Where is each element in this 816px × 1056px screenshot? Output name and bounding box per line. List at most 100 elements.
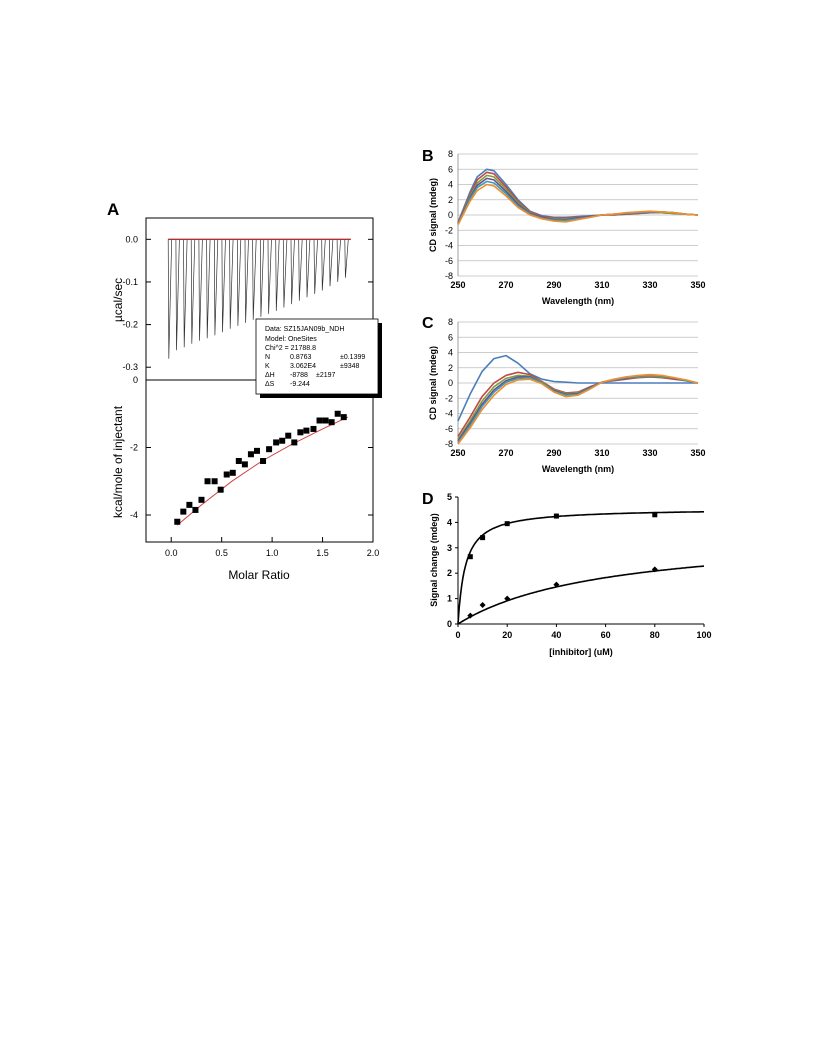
data-point xyxy=(340,414,347,421)
data-point xyxy=(253,447,260,454)
itc-trace xyxy=(167,238,351,359)
fit-row-name: K xyxy=(265,363,270,370)
data-points-d xyxy=(467,512,658,619)
data-points-a-bottom xyxy=(174,410,347,525)
y-tick-label-a-top: 0.0 xyxy=(125,234,138,244)
x-tick-label: 310 xyxy=(594,448,609,458)
x-tick-label: 40 xyxy=(551,630,561,640)
spectrum-line xyxy=(457,374,699,440)
data-point xyxy=(223,471,230,478)
data-point xyxy=(235,458,242,464)
data-point xyxy=(192,506,199,513)
fit-row-value: 0.8763 xyxy=(290,354,312,361)
fit-line-a-bottom xyxy=(176,416,349,526)
y-tick-label: -4 xyxy=(445,409,453,419)
y-tick-label: 4 xyxy=(448,180,453,190)
fit-box-title: Data: SZ15JAN09b_NDH xyxy=(265,326,344,333)
y-tick-label: 5 xyxy=(447,492,452,502)
y-axis-label-c: CD signal (mdeg) xyxy=(428,346,438,420)
data-point-diamond xyxy=(504,595,511,602)
data-point xyxy=(328,419,335,426)
data-point xyxy=(211,478,218,485)
fit-results-box: Data: SZ15JAN09b_NDH Model: OneSites Chi… xyxy=(255,318,382,398)
data-point xyxy=(334,410,341,417)
data-point-square xyxy=(480,535,486,541)
data-point xyxy=(297,429,304,436)
fit-row-name: N xyxy=(265,354,270,361)
x-tick-label: 310 xyxy=(594,280,609,290)
fit-row-error: ±0.1399 xyxy=(340,354,365,361)
data-point xyxy=(279,437,286,444)
y-axis-label-a-bottom: kcal/mole of injectant xyxy=(111,405,125,518)
x-tick-label: 270 xyxy=(498,448,513,458)
data-point-diamond xyxy=(467,612,474,619)
y-tick-label: 8 xyxy=(448,317,453,327)
y-tick-label: 1 xyxy=(447,594,452,604)
series-b xyxy=(457,168,699,226)
y-tick-label: -4 xyxy=(445,241,453,251)
y-tick-label: 6 xyxy=(448,332,453,342)
data-point xyxy=(273,439,280,446)
fit-box-chi: Chi^2 = 21788.8 xyxy=(265,345,316,352)
data-point xyxy=(186,501,193,508)
x-tick-label: 0 xyxy=(455,630,460,640)
panel-label-c: C xyxy=(422,315,434,332)
spectrum-line xyxy=(457,374,699,442)
y-tick-label: -8 xyxy=(445,439,453,449)
x-tick-label: 60 xyxy=(601,630,611,640)
y-tick-label: 4 xyxy=(448,348,453,358)
x-axis-label-d: [inhibitor] (uM) xyxy=(549,647,612,657)
data-point xyxy=(310,425,317,432)
data-point-square xyxy=(553,513,559,519)
axes-a-bottom: 0 -2 -4 0.0 0.5 1.0 1.5 2.0 xyxy=(130,375,379,558)
panel-label-b: B xyxy=(422,148,434,165)
fit-box-body xyxy=(255,318,379,395)
y-tick-label-a-bottom: 0 xyxy=(133,375,138,385)
x-tick-label: 290 xyxy=(546,280,561,290)
x-axis-label-b: Wavelength (nm) xyxy=(542,296,614,306)
x-tick-label: 270 xyxy=(498,280,513,290)
panel-label-a: A xyxy=(107,200,119,219)
chart-a-bottom: 0 -2 -4 0.0 0.5 1.0 1.5 2.0 kcal/mole of inject… xyxy=(111,375,379,582)
data-point xyxy=(198,496,205,503)
data-point xyxy=(241,461,248,468)
fit-row-name: ΔS xyxy=(265,381,275,388)
data-point-diamond xyxy=(651,566,658,573)
fit-row-value: 3.062E4 xyxy=(290,363,316,370)
x-tick-label: 250 xyxy=(450,280,465,290)
data-point-diamond xyxy=(479,601,486,608)
x-tick-label-a-bottom: 1.0 xyxy=(266,548,279,558)
x-tick-label-a-bottom: 0.5 xyxy=(215,548,228,558)
panel-label-d: D xyxy=(422,491,434,508)
fit-box-model: Model: OneSites xyxy=(265,336,317,343)
x-tick-label: 330 xyxy=(642,280,657,290)
y-axis-label-a-top: µcal/sec xyxy=(111,278,125,322)
fit-curves-d xyxy=(457,510,705,625)
data-point xyxy=(322,417,329,424)
fit-line xyxy=(176,416,349,526)
data-point xyxy=(180,508,187,515)
data-point xyxy=(285,432,292,439)
spectrum-line xyxy=(457,183,699,226)
x-tick-label: 290 xyxy=(546,448,561,458)
data-point xyxy=(291,439,298,446)
binding-fit-curve xyxy=(457,510,704,625)
plot-frame-a-bottom xyxy=(145,379,374,543)
y-tick-label: -2 xyxy=(445,393,453,403)
y-tick-label: 6 xyxy=(448,164,453,174)
x-tick-label: 20 xyxy=(502,630,512,640)
x-tick-label: 100 xyxy=(696,630,711,640)
x-tick-label: 330 xyxy=(642,448,657,458)
binding-fit-curve xyxy=(457,565,705,625)
fit-row-error: ±9348 xyxy=(340,363,360,370)
x-axis-label-a-bottom: Molar Ratio xyxy=(228,568,290,582)
data-point-diamond xyxy=(553,581,560,588)
y-tick-label: 0 xyxy=(448,210,453,220)
y-tick-label: 3 xyxy=(447,543,452,553)
data-point xyxy=(229,469,236,476)
y-tick-label: 2 xyxy=(447,568,452,578)
